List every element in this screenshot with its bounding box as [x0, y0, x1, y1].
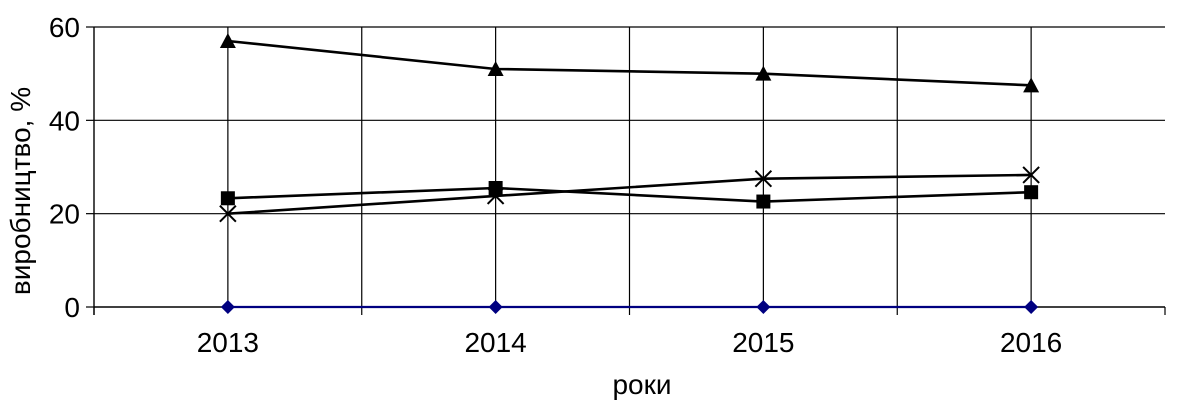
series-group	[227, 39, 1032, 309]
tick-labels: 0 20 40 60 2013 2014 2015 2016	[49, 12, 1062, 358]
diamond-marker	[488, 300, 503, 314]
triangle-marker	[755, 65, 772, 81]
series-line	[227, 39, 1032, 87]
x-marker	[1022, 166, 1040, 184]
x-tick-label: 2014	[464, 327, 526, 358]
grid	[94, 26, 1165, 307]
square-marker	[1024, 185, 1039, 200]
triangle-marker	[487, 61, 504, 76]
triangle-marker	[1023, 77, 1040, 93]
y-tick-label: 0	[64, 292, 80, 323]
triangle-marker	[219, 33, 236, 48]
square-marker	[220, 191, 235, 206]
x-marker-stroke	[486, 187, 505, 205]
x-axis-title: роки	[612, 369, 671, 400]
x-tick-label: 2015	[732, 327, 794, 358]
y-tick-label: 40	[49, 105, 80, 136]
y-tick-label: 60	[49, 12, 80, 43]
diamond-marker	[756, 300, 771, 314]
series-line	[227, 186, 1032, 203]
x-tick-label: 2016	[1000, 327, 1062, 358]
diamond-marker	[220, 300, 235, 314]
markers-group	[219, 33, 1040, 314]
x-marker-stroke	[754, 169, 773, 188]
square-marker	[488, 181, 503, 195]
x-marker-stroke	[1022, 166, 1040, 184]
x-marker	[219, 204, 237, 223]
square-marker	[756, 194, 771, 209]
x-tick-label: 2013	[197, 327, 259, 358]
series-line	[227, 173, 1032, 215]
diamond-marker	[1024, 300, 1039, 314]
y-tick-label: 20	[49, 199, 80, 230]
x-marker	[486, 187, 505, 205]
y-axis-title: виробництво, %	[5, 87, 36, 295]
x-marker	[754, 169, 773, 188]
x-marker-stroke	[219, 204, 237, 223]
